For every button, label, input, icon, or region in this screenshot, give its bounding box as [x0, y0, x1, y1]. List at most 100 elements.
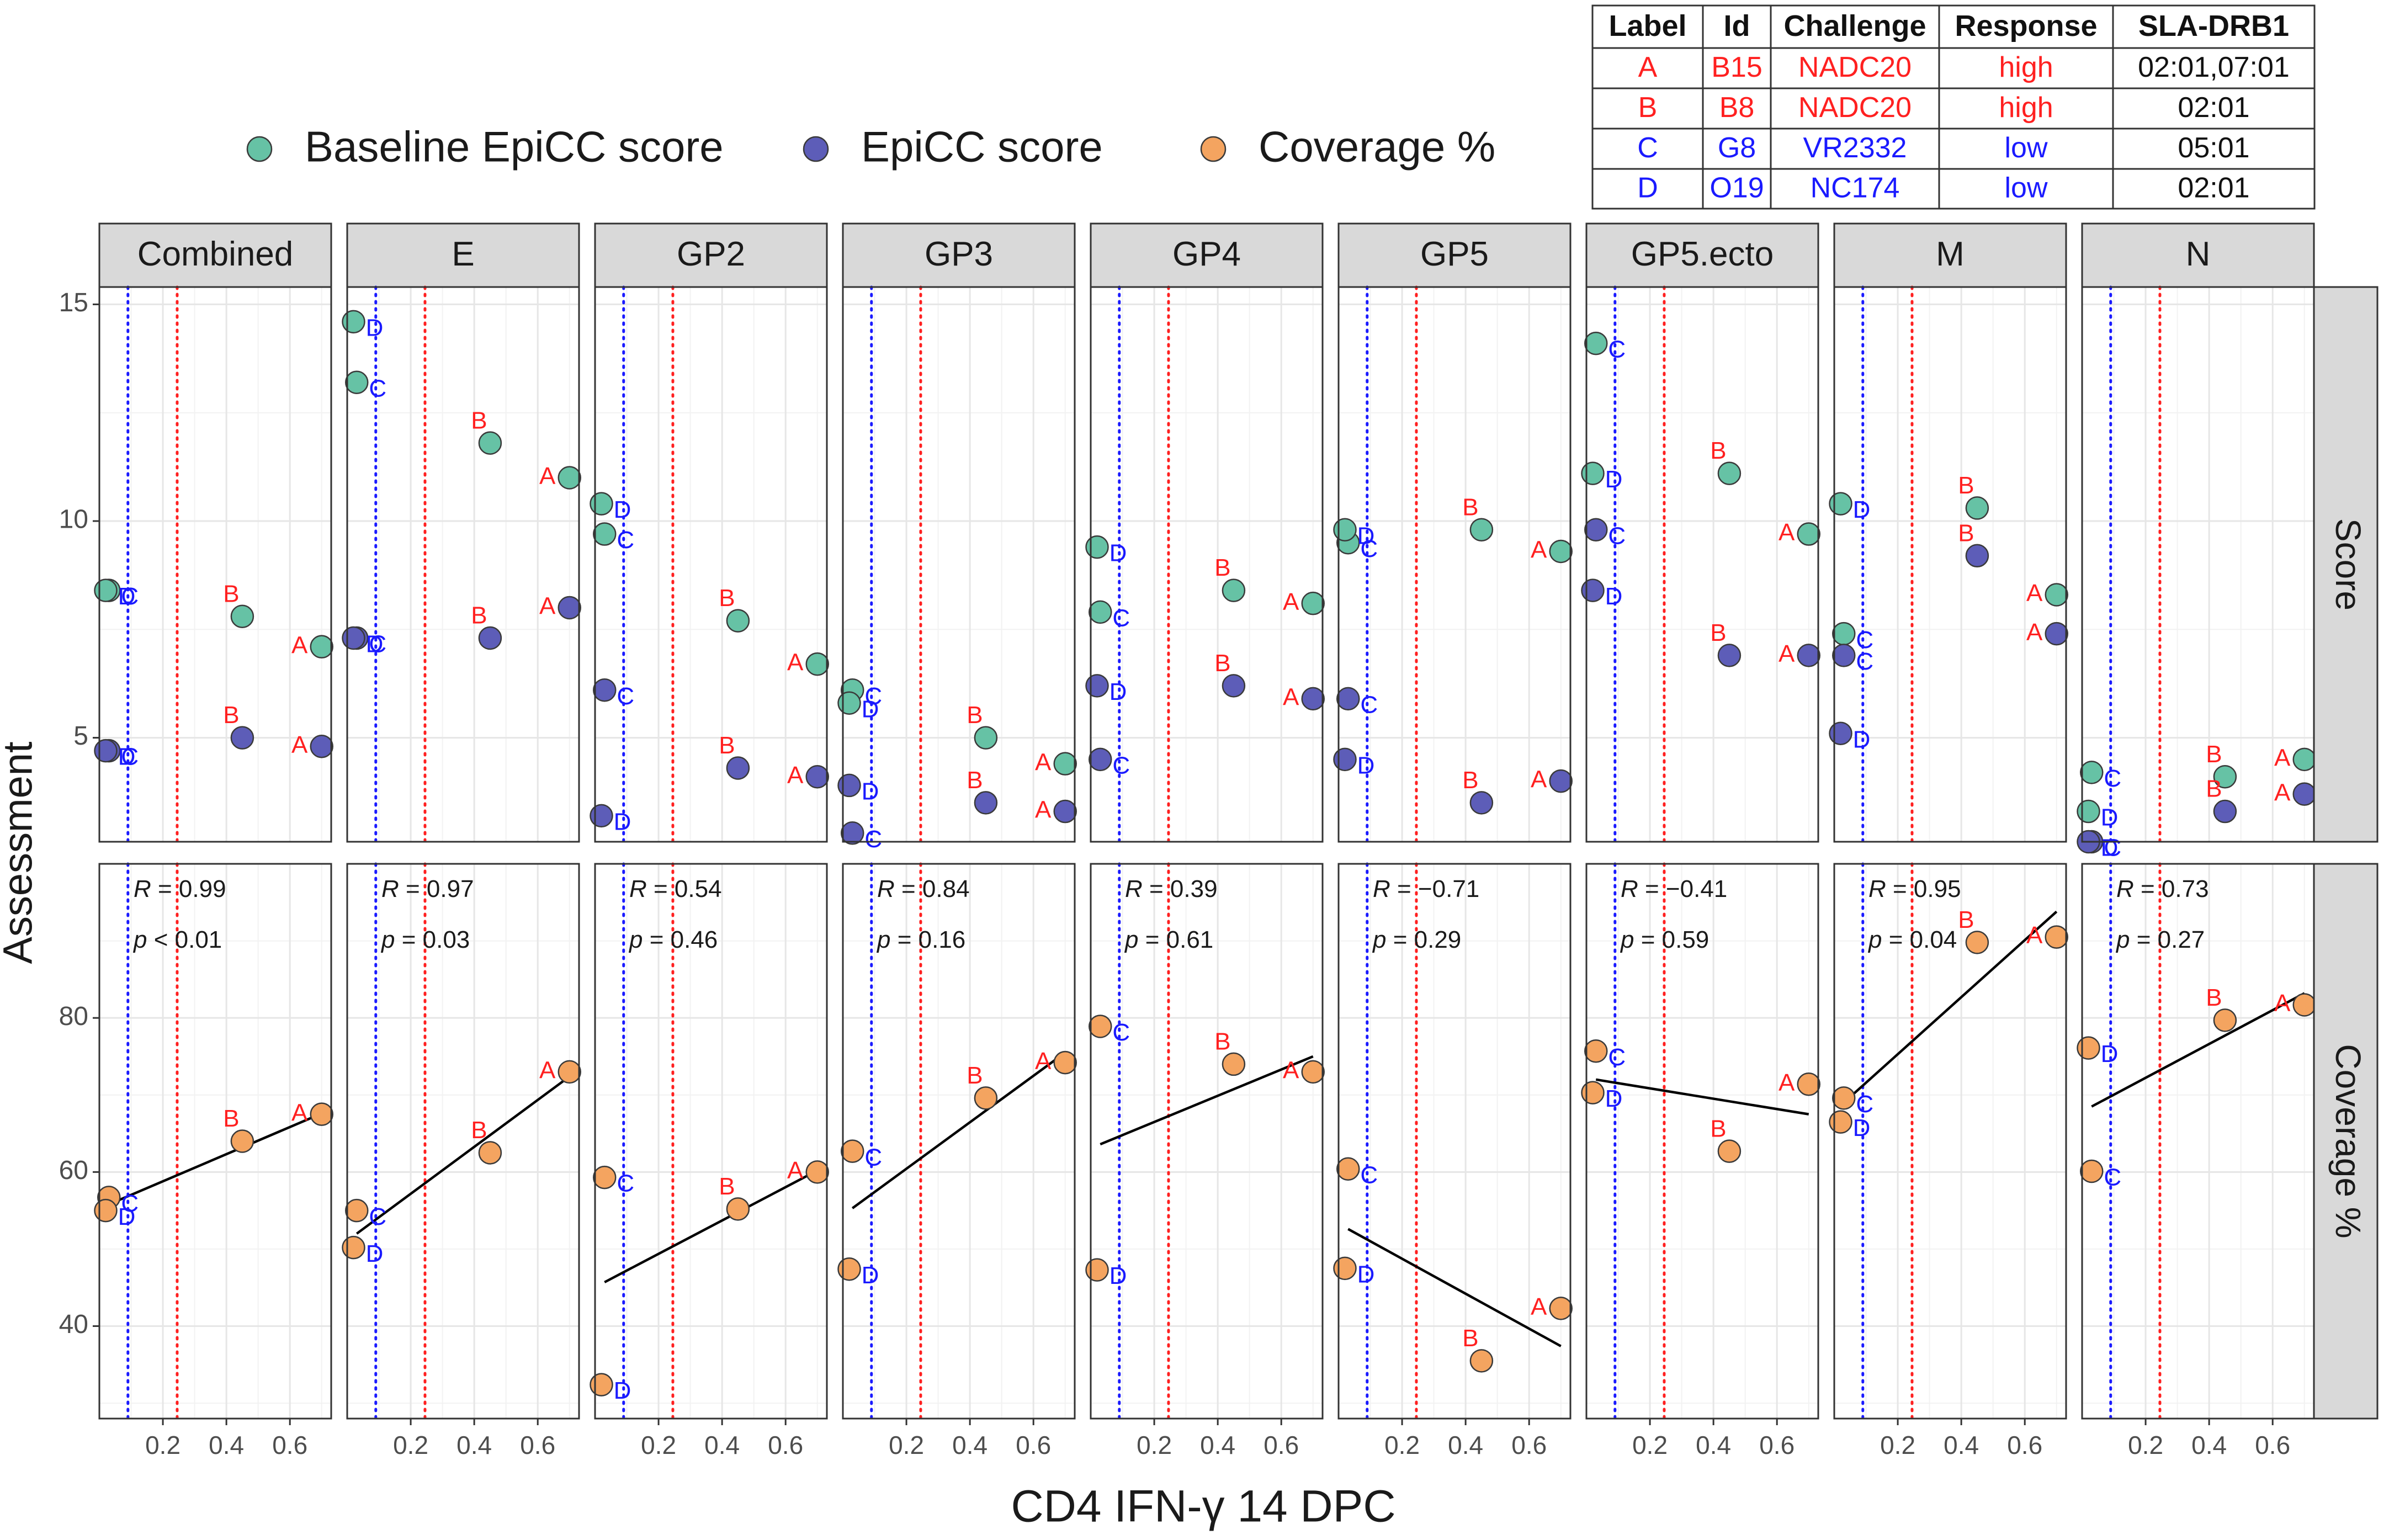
point-label-b: B: [967, 1062, 983, 1089]
epicc-point-a: [1549, 769, 1573, 793]
point-label-a: A: [787, 762, 804, 789]
p-value-label: p = 0.29: [1372, 926, 1461, 953]
panel-border: [1833, 863, 2067, 1420]
table-cell: A: [1638, 51, 1658, 83]
point-label-b: B: [1214, 1028, 1230, 1055]
coverage-point-a: [310, 1102, 333, 1126]
table-cell: D: [1637, 172, 1658, 204]
point-label-b: B: [1462, 767, 1478, 794]
x-tick-label: 0.6: [1263, 1431, 1299, 1459]
point-label-a: A: [1283, 1057, 1299, 1084]
correlation-r-label: R = 0.39: [1125, 875, 1218, 902]
epicc-point-d: [1581, 578, 1605, 602]
baseline-epicc-point-c: [593, 522, 617, 546]
point-label-b: B: [1710, 437, 1726, 464]
point-label-a: A: [1531, 537, 1547, 564]
baseline-epicc-point-a: [310, 635, 333, 659]
point-label-d: D: [1109, 1262, 1127, 1289]
epicc-point-a: [1797, 644, 1820, 667]
panel-background: [1834, 287, 2066, 842]
table-cell: G8: [1718, 132, 1756, 164]
point-label-c: C: [864, 826, 882, 853]
legend-entry-epicc: EpiCC score: [803, 123, 1103, 171]
row-strip-score: [2313, 286, 2379, 843]
panel-gp4-score: A B C D A B C D: [1085, 285, 1325, 843]
point-label-d: D: [862, 695, 879, 723]
coverage-point-b: [1717, 1139, 1742, 1163]
correlation-r-label: R = 0.99: [134, 875, 226, 902]
point-label-d: D: [366, 1240, 384, 1267]
point-label-b: B: [223, 580, 239, 607]
coverage-point-b: [974, 1086, 998, 1110]
x-tick-label: 0.2: [889, 1431, 924, 1459]
y-tick-label: 60: [59, 1156, 88, 1185]
coverage-point-a: [558, 1060, 581, 1084]
legend-entry-coverage: Coverage %: [1200, 123, 1495, 171]
panel-background: [1586, 287, 1818, 842]
p-value-label: p = 0.04: [1867, 926, 1957, 953]
panel-combined-coverage: A B CD R = 0.99 p < 0.01: [94, 862, 333, 1420]
panel-gp5-ecto-score: A B C D A B C D: [1581, 285, 1820, 843]
point-label-a: A: [2274, 779, 2291, 806]
table-cell: NC174: [1811, 172, 1900, 204]
coverage-point-a: [1053, 1050, 1077, 1075]
x-tick-label: 0.2: [145, 1431, 180, 1459]
table-cell: high: [1999, 51, 2053, 83]
baseline-epicc-point-b: [478, 431, 502, 455]
epicc-point-a: [1301, 687, 1325, 711]
legend-key: [246, 136, 273, 162]
epicc-point-c: [1089, 747, 1112, 772]
point-label-b: B: [967, 702, 983, 729]
panel-n-coverage: A B C D R = 0.73 p = 0.27: [2077, 862, 2316, 1420]
x-tick-label: 0.4: [1448, 1431, 1483, 1459]
point-label-a: A: [1283, 588, 1299, 615]
correlation-r-label: R = 0.73: [2116, 875, 2209, 902]
point-label-b: B: [1214, 554, 1230, 581]
baseline-epicc-point-b: [1469, 518, 1494, 541]
epicc-point-a: [2045, 622, 2068, 646]
x-tick-label: 0.2: [2128, 1431, 2163, 1459]
correlation-r-label: R = 0.97: [381, 875, 474, 902]
coverage-point-c: [841, 1139, 864, 1163]
legend-label: Baseline EpiCC score: [305, 123, 724, 171]
point-label-b: B: [967, 767, 983, 794]
epicc-point-d: [1333, 747, 1357, 772]
epicc-point-b: [1965, 544, 1989, 568]
point-label-d: D: [862, 1262, 879, 1289]
facet-strip-label: GP2: [677, 235, 745, 273]
point-label-d: D: [614, 809, 631, 836]
point-label-a: A: [787, 1157, 804, 1184]
point-label-a: A: [2026, 580, 2043, 607]
point-label-d: D: [614, 1377, 631, 1404]
point-label-a: A: [1779, 519, 1795, 546]
panel-border: [1337, 286, 1572, 843]
x-tick-label: 0.4: [209, 1431, 244, 1459]
coverage-point-c: [1584, 1039, 1608, 1063]
facet-strip-e: [346, 222, 580, 288]
baseline-epicc-point-a: [558, 466, 581, 490]
panel-background: [99, 287, 331, 842]
point-label-d: D: [614, 496, 631, 523]
point-label-b: B: [719, 1173, 735, 1200]
coverage-point-c: [1832, 1086, 1856, 1110]
panel-border: [346, 286, 580, 843]
epicc-point-d: [590, 804, 613, 828]
baseline-epicc-point-d: [1085, 535, 1109, 559]
p-value-label: p = 0.16: [876, 926, 965, 953]
panel-m-score: A B C D A B C D: [1829, 285, 2068, 843]
y-axis-title: Assessment: [0, 741, 41, 964]
point-label-a: A: [1035, 1048, 1052, 1075]
coverage-point-c: [345, 1198, 369, 1223]
epicc-point-b: [2213, 799, 2237, 824]
baseline-epicc-point-b: [726, 609, 750, 633]
point-label-a: A: [539, 463, 556, 490]
facet-strip-label: GP5.ecto: [1631, 235, 1774, 273]
regression-line: [1843, 910, 2058, 1104]
point-label-c: C: [2104, 1164, 2121, 1191]
y-tick-label: 10: [59, 505, 88, 534]
point-label-a: A: [787, 649, 804, 676]
point-label-c: C: [617, 527, 634, 554]
point-label-b: B: [223, 1105, 239, 1132]
point-label-b: B: [1710, 1115, 1726, 1142]
